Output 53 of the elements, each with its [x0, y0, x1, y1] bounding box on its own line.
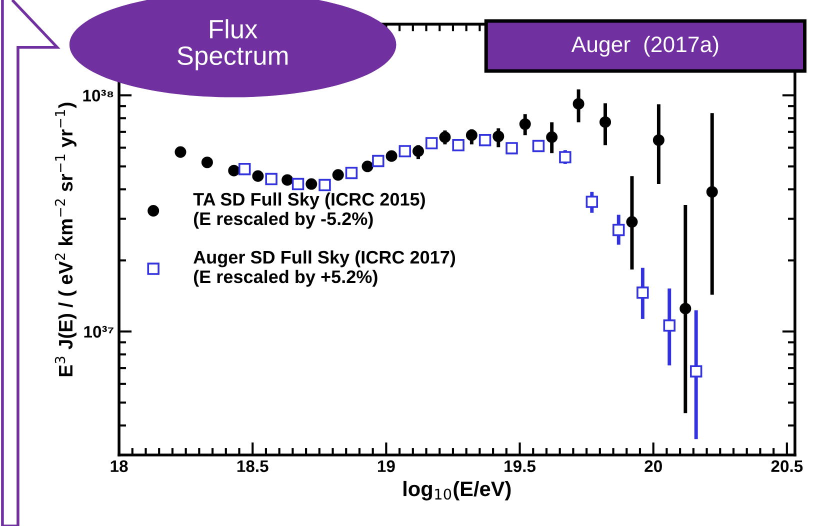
- point: [663, 319, 676, 332]
- point: [690, 365, 702, 378]
- point: [546, 131, 558, 143]
- point: [345, 166, 358, 180]
- y-tick-label: 10³⁷: [84, 326, 114, 338]
- annotation: Flux Spectrum: [178, 19, 288, 70]
- point: [292, 178, 304, 190]
- point: [439, 131, 451, 143]
- point: [412, 145, 424, 157]
- x-tick-label: 18: [110, 460, 128, 472]
- point: [506, 142, 518, 154]
- point: [612, 224, 625, 236]
- point: [652, 134, 664, 146]
- point: [386, 150, 398, 162]
- text: E$^{3}$ J(E) / ( eV$^{2}$ km$^{−2}$ sr$^{−1}$ yr$^{−1}$): [54, 102, 76, 376]
- point: [478, 134, 492, 146]
- x-tick-label: 19: [378, 460, 395, 472]
- point: [252, 170, 264, 182]
- point: [228, 164, 240, 176]
- point: [586, 196, 598, 208]
- point: [626, 216, 638, 228]
- point: [306, 178, 318, 190]
- point: [265, 172, 278, 186]
- legend-label: Auger SD Full Sky (ICRC 2017) (E rescaled by +5.2%): [194, 250, 456, 287]
- point: [559, 151, 572, 164]
- x-tick-label: 18.5: [237, 460, 268, 472]
- point: [238, 162, 251, 176]
- y-tick-label: 10³⁸: [83, 90, 114, 102]
- point: [706, 186, 718, 198]
- point: [466, 129, 478, 141]
- point: [492, 130, 504, 142]
- legend-label: TA SD Full Sky (ICRC 2015) (E rescaled by -5.2%): [193, 192, 425, 229]
- point: [362, 160, 374, 172]
- point: [572, 98, 584, 110]
- x-tick-label: 19.5: [504, 460, 536, 472]
- point: [332, 169, 344, 181]
- x-tick-label: 20.5: [771, 460, 803, 472]
- point: [452, 139, 464, 152]
- point: [532, 140, 545, 152]
- point: [519, 118, 531, 130]
- point: [174, 146, 186, 158]
- annotation: Auger (2017a): [571, 36, 718, 57]
- point: [201, 156, 213, 168]
- point: [680, 302, 692, 314]
- point: [318, 178, 331, 192]
- point: [372, 154, 384, 168]
- x-axis-title: log$_{10}$(E/eV): [404, 480, 511, 500]
- point: [282, 174, 294, 186]
- x-tick-label: 20: [644, 460, 662, 472]
- point: [636, 286, 649, 299]
- point: [425, 137, 438, 150]
- point: [599, 116, 612, 128]
- point: [398, 145, 412, 158]
